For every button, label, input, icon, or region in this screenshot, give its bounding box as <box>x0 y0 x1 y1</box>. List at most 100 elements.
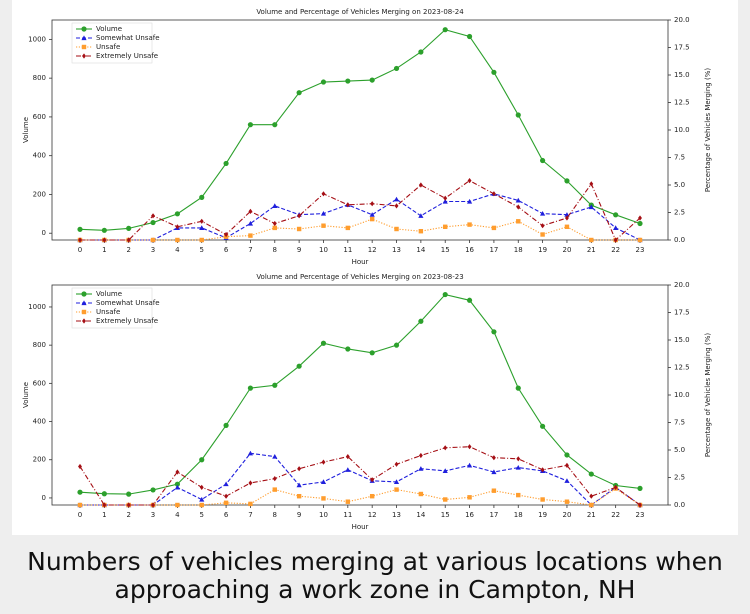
marker <box>101 491 107 497</box>
legend-label: Unsafe <box>96 43 120 51</box>
y2-tick-label: 17.5 <box>674 44 690 52</box>
marker <box>564 478 570 483</box>
marker <box>345 499 351 504</box>
y-tick-label: 1000 <box>28 35 46 43</box>
marker <box>199 457 205 463</box>
marker <box>150 487 156 493</box>
marker <box>516 219 521 224</box>
marker <box>418 182 423 188</box>
legend-label: Volume <box>96 25 122 33</box>
legend-label: Extremely Unsafe <box>96 317 158 325</box>
legend-label: Extremely Unsafe <box>96 52 158 60</box>
marker <box>320 340 327 346</box>
figure-background <box>12 0 738 535</box>
x-tick-label: 7 <box>248 511 252 519</box>
marker <box>297 213 302 219</box>
series-line <box>79 293 641 495</box>
marker <box>516 492 521 498</box>
marker <box>320 211 327 216</box>
marker <box>321 496 326 501</box>
x-tick-label: 5 <box>200 246 204 254</box>
marker <box>321 223 326 228</box>
series-line <box>80 193 641 241</box>
marker <box>637 237 643 243</box>
marker <box>272 225 277 231</box>
marker <box>466 462 473 468</box>
marker <box>393 196 400 202</box>
marker <box>418 466 424 471</box>
caption: Numbers of vehicles merging at various l… <box>27 547 723 604</box>
legend-label: Volume <box>96 290 122 298</box>
marker <box>418 318 424 324</box>
marker <box>370 201 375 207</box>
marker <box>393 65 400 72</box>
marker <box>369 493 375 499</box>
legend-label: Somewhat Unsafe <box>96 34 160 42</box>
y2-tick-label: 15.0 <box>674 336 690 344</box>
y2-tick-label: 7.5 <box>674 154 685 162</box>
y-tick-label: 400 <box>33 418 46 426</box>
marker <box>418 213 424 218</box>
marker <box>126 237 131 243</box>
x-tick-label: 19 <box>538 246 547 254</box>
marker <box>248 208 253 214</box>
series-line <box>80 218 640 241</box>
marker <box>564 452 570 458</box>
y2-tick-label: 2.5 <box>674 474 685 482</box>
marker <box>613 237 618 243</box>
y2-axis-label: Percentage of Vehicles Merging (%) <box>704 333 712 457</box>
marker <box>613 212 619 218</box>
marker <box>345 467 351 472</box>
x-tick-label: 12 <box>368 246 377 254</box>
marker <box>272 203 278 208</box>
chart-figure: Volume and Percentage of Vehicles Mergin… <box>12 0 738 535</box>
marker <box>442 468 448 473</box>
marker <box>345 78 351 84</box>
y-axis-label: Volume <box>22 117 30 143</box>
marker <box>151 213 155 219</box>
chart-title: Volume and Percentage of Vehicles Mergin… <box>256 273 463 281</box>
marker <box>565 215 569 221</box>
marker <box>248 501 253 507</box>
x-tick-label: 14 <box>416 511 425 519</box>
marker <box>540 157 546 164</box>
marker <box>102 237 107 243</box>
x-tick-label: 22 <box>611 246 620 254</box>
x-tick-label: 9 <box>297 246 301 254</box>
y2-tick-label: 10.0 <box>674 126 690 134</box>
x-tick-label: 9 <box>297 511 301 519</box>
marker <box>247 122 254 128</box>
y2-tick-label: 10.0 <box>674 391 690 399</box>
marker <box>224 231 229 238</box>
y2-tick-label: 20.0 <box>674 16 690 24</box>
marker <box>272 122 278 128</box>
y2-tick-label: 0.0 <box>674 236 685 244</box>
marker <box>369 77 375 83</box>
y-tick-label: 800 <box>33 74 46 82</box>
marker <box>443 445 448 451</box>
marker <box>175 224 180 230</box>
marker <box>589 502 594 508</box>
marker <box>491 488 497 493</box>
marker <box>418 49 424 55</box>
marker <box>394 203 399 209</box>
y2-tick-label: 2.5 <box>674 209 685 217</box>
marker <box>443 224 448 230</box>
marker <box>174 211 180 217</box>
marker <box>491 455 496 461</box>
marker <box>467 495 472 500</box>
marker <box>540 232 545 237</box>
marker <box>613 484 618 490</box>
marker <box>515 112 521 118</box>
x-tick-label: 13 <box>392 246 401 254</box>
marker <box>515 385 521 391</box>
marker <box>296 482 302 488</box>
marker <box>174 484 180 490</box>
marker <box>223 422 229 428</box>
marker <box>272 487 277 492</box>
marker <box>442 27 448 33</box>
y-tick-label: 600 <box>33 113 46 121</box>
series-line <box>80 487 641 506</box>
marker <box>564 499 570 504</box>
